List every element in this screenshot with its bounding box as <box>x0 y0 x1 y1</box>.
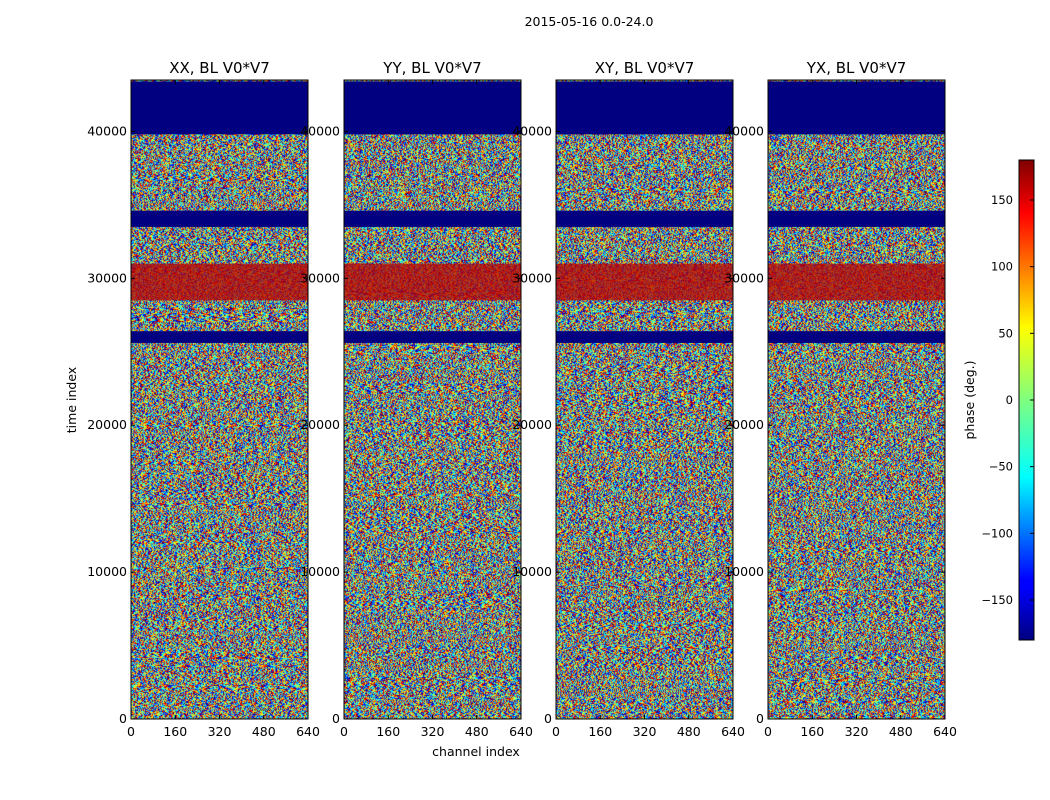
colorbar-tick-label: 100 <box>991 260 1013 274</box>
uniform-band <box>768 81 945 135</box>
y-tick-label: 0 <box>544 711 552 726</box>
y-tick-label: 0 <box>756 711 764 726</box>
heatmap-panel: XY, BL V0*V7 0 160 320 480 640 0 10000 20000 3000… <box>512 59 745 739</box>
x-tick-label: 480 <box>252 724 276 739</box>
uniform-band <box>556 81 733 135</box>
x-tick-label: 480 <box>889 724 913 739</box>
x-tick-label: 640 <box>509 724 533 739</box>
heatmap-panels: XX, BL V0*V7 0 160 320 480 640 0 10000 20000 3000… <box>87 59 957 739</box>
x-tick-label: 0 <box>764 724 772 739</box>
y-tick-label: 10000 <box>724 564 764 579</box>
phase-image <box>344 80 521 719</box>
colorbar-tick-label: −50 <box>989 460 1013 474</box>
x-tick-label: 320 <box>845 724 869 739</box>
y-tick-label: 20000 <box>87 417 127 432</box>
phase-image <box>556 80 733 719</box>
y-tick-label: 20000 <box>724 417 764 432</box>
y-tick-label: 40000 <box>87 123 127 138</box>
uniform-band <box>556 263 733 301</box>
y-tick-label: 0 <box>119 711 127 726</box>
y-tick-label: 0 <box>332 711 340 726</box>
uniform-band <box>344 81 521 135</box>
colorbar-tick-label: 150 <box>991 193 1013 207</box>
x-tick-label: 0 <box>552 724 560 739</box>
uniform-band <box>131 210 308 227</box>
y-tick-label: 10000 <box>87 564 127 579</box>
panel-title: XX, BL V0*V7 <box>169 59 270 77</box>
colorbar-tick-label: −150 <box>981 593 1013 607</box>
panel-title: YX, BL V0*V7 <box>806 59 907 77</box>
x-tick-label: 160 <box>588 724 612 739</box>
uniform-band <box>556 331 733 343</box>
colorbar-tick-label: 0 <box>1006 393 1013 407</box>
y-tick-label: 40000 <box>300 123 340 138</box>
panel-title: YY, BL V0*V7 <box>382 59 481 77</box>
y-axis-label: time index <box>64 367 79 433</box>
y-tick-label: 30000 <box>512 270 552 285</box>
uniform-band <box>768 263 945 301</box>
y-tick-label: 40000 <box>724 123 764 138</box>
x-tick-label: 160 <box>376 724 400 739</box>
uniform-band <box>131 81 308 135</box>
phase-image <box>131 80 308 719</box>
x-axis-label: channel index <box>432 744 520 759</box>
uniform-band <box>131 331 308 343</box>
uniform-band <box>344 263 521 301</box>
colorbar-tick-label: 50 <box>998 326 1013 340</box>
uniform-band <box>768 331 945 343</box>
x-tick-label: 160 <box>800 724 824 739</box>
y-tick-label: 30000 <box>87 270 127 285</box>
x-tick-label: 640 <box>296 724 320 739</box>
y-tick-label: 10000 <box>512 564 552 579</box>
x-tick-label: 320 <box>421 724 445 739</box>
colorbar-tick-label: −100 <box>981 526 1013 540</box>
x-tick-label: 480 <box>677 724 701 739</box>
y-tick-label: 40000 <box>512 123 552 138</box>
y-tick-label: 10000 <box>300 564 340 579</box>
colorbar: 150 100 50 0 −50 −100 −150 <box>981 159 1035 641</box>
colorbar-label: phase (deg.) <box>962 361 977 440</box>
x-tick-label: 320 <box>633 724 657 739</box>
x-tick-label: 480 <box>465 724 489 739</box>
x-tick-label: 0 <box>127 724 135 739</box>
x-tick-label: 0 <box>340 724 348 739</box>
y-tick-label: 30000 <box>300 270 340 285</box>
heatmap-panel: YY, BL V0*V7 0 160 320 480 640 0 10000 20000 3000… <box>300 59 533 739</box>
uniform-band <box>344 210 521 227</box>
x-tick-label: 160 <box>163 724 187 739</box>
y-tick-label: 30000 <box>724 270 764 285</box>
x-tick-label: 320 <box>208 724 232 739</box>
y-tick-label: 20000 <box>300 417 340 432</box>
heatmap-panel: YX, BL V0*V7 0 160 320 480 640 0 10000 20000 3000… <box>724 59 957 739</box>
figure-suptitle: 2015-05-16 0.0-24.0 <box>525 14 654 29</box>
uniform-band <box>768 210 945 227</box>
uniform-band <box>556 210 733 227</box>
y-tick-label: 20000 <box>512 417 552 432</box>
panel-title: XY, BL V0*V7 <box>595 59 695 77</box>
phase-image <box>768 80 945 719</box>
uniform-band <box>344 331 521 343</box>
uniform-band <box>131 263 308 301</box>
x-tick-label: 640 <box>721 724 745 739</box>
heatmap-panel: XX, BL V0*V7 0 160 320 480 640 0 10000 20000 3000… <box>87 59 320 739</box>
x-tick-label: 640 <box>933 724 957 739</box>
